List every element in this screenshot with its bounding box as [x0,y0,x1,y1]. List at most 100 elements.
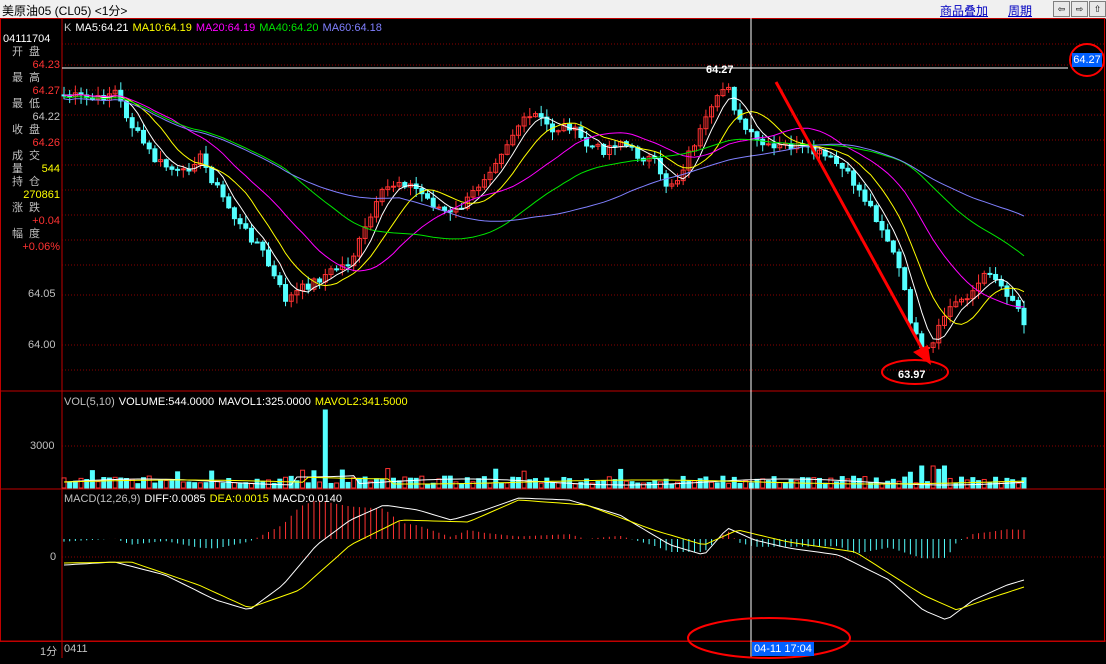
price-legend: K MA5:64.21 MA10:64.19 MA20:64.19 MA40:64.20… [64,22,386,34]
price-badge-circle [1069,43,1105,77]
candle-body [879,221,885,231]
volume-bar [720,475,726,489]
candle-body [436,206,442,209]
volume-bar [368,480,374,489]
candle-body [373,201,379,218]
candle-body [129,117,135,129]
volume-bar [993,476,999,489]
legend-item: MACD:0.0140 [272,493,342,505]
ma10-line [63,94,1025,325]
candle-body [527,116,533,119]
volume-bar [328,482,334,489]
volume-bar [430,482,436,489]
candle-body [993,273,999,280]
volume-bar [95,481,101,489]
volume-bar [635,482,641,489]
volume-bar [425,483,431,489]
volume-bar [692,480,698,489]
candle-body [663,173,669,187]
volume-bar [754,478,760,489]
candle-body [390,185,396,188]
volume-bar [674,481,680,489]
legend-item: MAVOL2:341.5000 [314,396,408,408]
up-arrow-icon[interactable]: ⇧ [1089,1,1106,17]
info-value: 64.27 [32,85,60,97]
candle-body [248,227,254,243]
candle-body [726,86,732,91]
volume-bar [453,481,459,489]
candle-body [379,188,385,203]
candle-body [686,150,692,171]
candle-body [851,170,857,186]
candle-body [163,159,169,168]
price-tick: 64.00 [28,339,56,351]
legend-item: MA5:64.21 [75,22,129,34]
title-bar: 美原油05 (CL05) <1分> 商品叠加 周期 ⇦ ⇨ ⇧ [0,0,1106,19]
volume-bar [527,479,533,489]
candle-body [345,264,351,267]
candle-body [953,301,959,308]
product-overlay-link[interactable]: 商品叠加 [940,4,989,18]
candle-body [425,193,431,199]
candle-body [532,113,538,118]
volume-bar [646,482,652,489]
candle-body [288,294,294,302]
volume-bar [271,482,277,489]
chart-frame [0,18,1106,658]
volume-bar [317,481,323,489]
volume-bar [532,478,538,489]
volume-bar [794,480,800,489]
volume-bar [987,482,993,489]
volume-bar [362,476,368,489]
volume-bar [680,475,686,489]
legend-item: VOL(5,10) [64,396,115,408]
down-trend-arrow [774,81,928,357]
candle-body [356,237,362,257]
low-price-label: 63.97 [898,369,926,381]
moving-average-lines [63,94,1025,340]
candle-body [578,126,584,138]
volume-bar [72,480,78,489]
candle-body [930,342,936,348]
info-value: 64.22 [32,111,60,123]
volume-bar [669,483,675,489]
volume-bar [464,477,470,489]
candle-body [902,267,908,291]
volume-bar [896,480,902,489]
period-link[interactable]: 周期 [1008,4,1033,18]
volume-bar [941,465,947,489]
candle-body [481,179,487,188]
candle-body [1021,307,1027,326]
time-badge-circle [687,617,851,659]
info-label: 幅度 [12,228,46,240]
candle-body [555,130,561,133]
candle-body [885,229,891,242]
candle-body [856,184,862,191]
volume-bar [334,482,340,489]
candle-body [817,149,823,155]
candle-body [385,186,391,190]
candle-body [260,241,266,251]
volume-bar [913,482,919,489]
candle-body [203,153,209,168]
chart-area[interactable] [0,18,1106,664]
candle-body [197,153,203,166]
volume-bar [606,476,612,489]
volume-bar [408,477,414,489]
candle-body [521,116,527,127]
candle-body [714,95,720,108]
volume-bar [538,482,544,489]
volume-legend: VOL(5,10) VOLUME:544.0000 MAVOL1:325.0000 M… [64,396,412,408]
candle-body [152,148,158,163]
candle-body [544,116,550,125]
candle-body [538,113,544,118]
right-arrow-icon[interactable]: ⇨ [1071,1,1088,17]
left-arrow-icon[interactable]: ⇦ [1053,1,1070,17]
volume-bar [311,470,317,489]
cursor-time-badge: 04-11 17:04 [752,642,814,656]
candle-body [743,118,749,130]
candle-body [584,136,590,147]
info-label: 开盘 [12,46,46,58]
volume-bar [697,478,703,489]
candle-body [1010,295,1016,301]
